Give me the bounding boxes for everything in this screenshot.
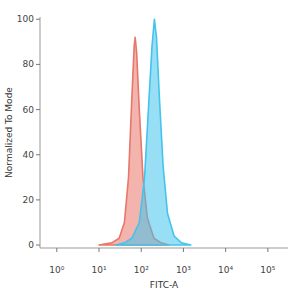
x-axis-title: FITC-A <box>150 280 179 290</box>
y-tick <box>36 245 40 246</box>
x-tick-label: 10² <box>134 265 149 275</box>
y-tick <box>36 154 40 155</box>
x-tick-label: 10⁴ <box>218 265 233 275</box>
x-tick <box>56 248 57 252</box>
x-axis-line <box>40 248 288 249</box>
x-tick <box>99 248 100 252</box>
chart-svg: 0 20 40 60 80 100 10⁰ 10¹ 10² 10³ 10⁴ 10⁵ FITC-A Norm… <box>0 0 300 294</box>
y-tick-label: 20 <box>23 195 35 205</box>
x-tick-label: 10³ <box>176 265 191 275</box>
plot-area <box>99 19 191 245</box>
y-tick-label: 80 <box>23 59 35 69</box>
histogram-area <box>116 19 191 245</box>
x-tick-label: 10⁵ <box>260 265 275 275</box>
x-tick <box>225 248 226 252</box>
y-tick <box>36 19 40 20</box>
chart-container: 0 20 40 60 80 100 10⁰ 10¹ 10² 10³ 10⁴ 10⁵ FITC-A Norm… <box>0 0 300 294</box>
x-tick <box>267 248 268 252</box>
y-tick-label: 0 <box>28 240 34 250</box>
x-tick <box>183 248 184 252</box>
x-tick-label: 10¹ <box>91 265 106 275</box>
y-tick <box>36 199 40 200</box>
y-tick <box>36 109 40 110</box>
y-tick-label: 100 <box>17 14 34 24</box>
y-axis-line <box>40 17 41 248</box>
y-tick-label: 40 <box>23 150 35 160</box>
y-tick-label: 60 <box>23 105 35 115</box>
y-tick <box>36 64 40 65</box>
x-tick-label: 10⁰ <box>49 265 64 275</box>
x-tick <box>141 248 142 252</box>
y-axis-title: Normalized To Mode <box>4 87 14 178</box>
